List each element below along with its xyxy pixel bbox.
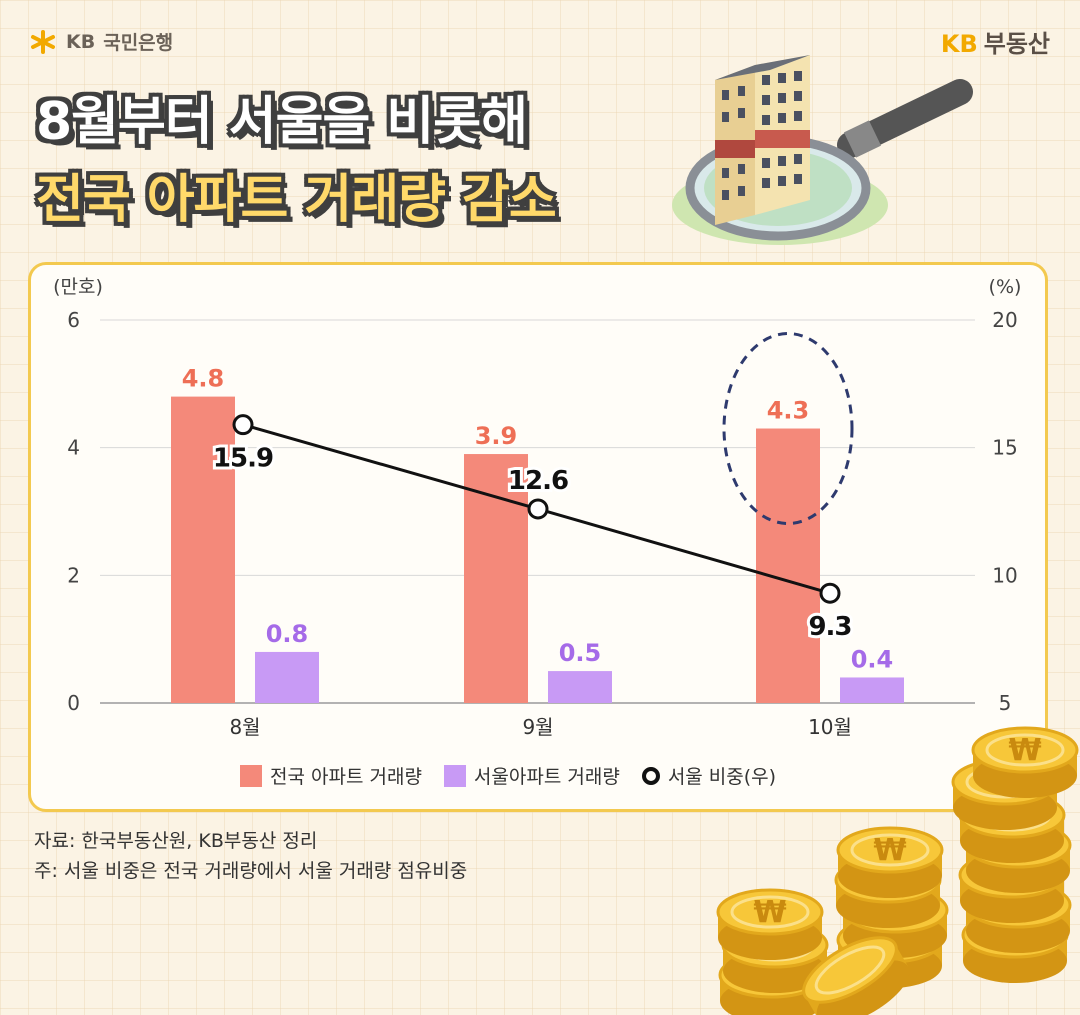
won-symbol-3: ₩	[753, 895, 786, 930]
legend-swatch-seoul	[443, 764, 466, 787]
share-value-label: 12.6	[508, 466, 568, 496]
highlight-ellipse-mark	[722, 332, 854, 526]
share-value-label: 9.3	[808, 612, 851, 642]
right-axis-tick-label: 15	[992, 436, 1017, 460]
bar-seoul	[255, 651, 319, 703]
right-axis-tick-label: 5	[999, 691, 1012, 715]
bar-national	[756, 428, 820, 703]
star-logo-icon	[31, 29, 55, 54]
gridlines	[100, 319, 975, 704]
bar-seoul	[840, 677, 904, 703]
legend-swatch-national	[240, 764, 262, 787]
share-point	[232, 414, 254, 436]
apartment-magnifier-icon	[672, 55, 973, 245]
kb-realestate-logo: KB 부동산	[941, 24, 1050, 59]
legend-label-seoul: 서울아파트 거래량	[473, 766, 620, 788]
legend-swatch-share	[641, 766, 660, 785]
left-axis-tick-label: 0	[67, 691, 80, 715]
share-line	[232, 414, 841, 604]
chart-legend: 전국 아파트 거래량 서울아파트 거래량 서울 비중(우)	[240, 762, 776, 789]
share-point	[819, 582, 841, 604]
category-label: 10월	[808, 715, 852, 739]
left-axis-tick-label: 2	[67, 563, 80, 587]
bar-value-label: 0.5	[559, 639, 602, 667]
right-axis-tick-label: 10	[992, 563, 1017, 587]
right-axis-tick-label: 20	[992, 308, 1017, 332]
won-symbol-1: ₩	[1008, 733, 1041, 768]
bar-value-label: 0.4	[851, 645, 894, 673]
legend-label-national: 전국 아파트 거래량	[270, 766, 422, 788]
bar-value-label: 3.9	[475, 422, 518, 450]
bar-value-label: 4.3	[767, 397, 810, 425]
right-axis-unit-label: (%)	[989, 276, 1022, 298]
legend-label-share: 서울 비중(우)	[667, 766, 777, 788]
kb-bank-logo: KB 국민은행	[28, 28, 173, 55]
bank-brand-prefix: KB	[66, 30, 96, 53]
legend-item-national: 전국 아파트 거래량	[240, 762, 422, 789]
bars	[171, 396, 904, 703]
bar-seoul	[548, 671, 612, 703]
won-symbol-2: ₩	[873, 833, 906, 868]
bank-brand-name: 국민은행	[103, 32, 174, 54]
chart-notes: 자료: 한국부동산원, KB부동산 정리 주: 서울 비중은 전국 거래량에서 …	[34, 826, 467, 886]
share-value-label: 15.9	[213, 444, 273, 474]
source-note: 자료: 한국부동산원, KB부동산 정리	[34, 830, 318, 852]
bar-national	[171, 396, 235, 703]
bar-value-label: 0.8	[266, 620, 309, 648]
category-label: 8월	[229, 715, 260, 739]
bar-value-label: 4.8	[182, 365, 225, 393]
legend-item-seoul: 서울아파트 거래량	[443, 762, 620, 789]
highlight-ellipse	[722, 332, 854, 526]
legend-item-share: 서울 비중(우)	[641, 762, 777, 789]
left-axis-tick-label: 4	[67, 436, 80, 460]
won-coin-stack-icon: ₩ ₩ ₩	[716, 726, 1079, 1015]
left-axis-tick-label: 6	[67, 308, 80, 332]
share-point	[527, 498, 549, 520]
service-brand-prefix: KB	[940, 30, 978, 58]
footnote: 주: 서울 비중은 전국 거래량에서 서울 거래량 점유비중	[34, 860, 468, 882]
labels: 0 2 4 6 5 10 15 20 (만호) (%) 8월 9월 10월 4.8 3.9 4.3 0.8 0.5…	[53, 276, 1021, 739]
page-title-line2: 전국 아파트 거래량 감소	[36, 170, 557, 230]
service-brand-name: 부동산	[983, 30, 1050, 58]
left-axis-unit-label: (만호)	[53, 276, 103, 298]
page-title-line1: 8월부터 서울을 비롯해	[36, 92, 528, 152]
category-label: 9월	[522, 715, 553, 739]
